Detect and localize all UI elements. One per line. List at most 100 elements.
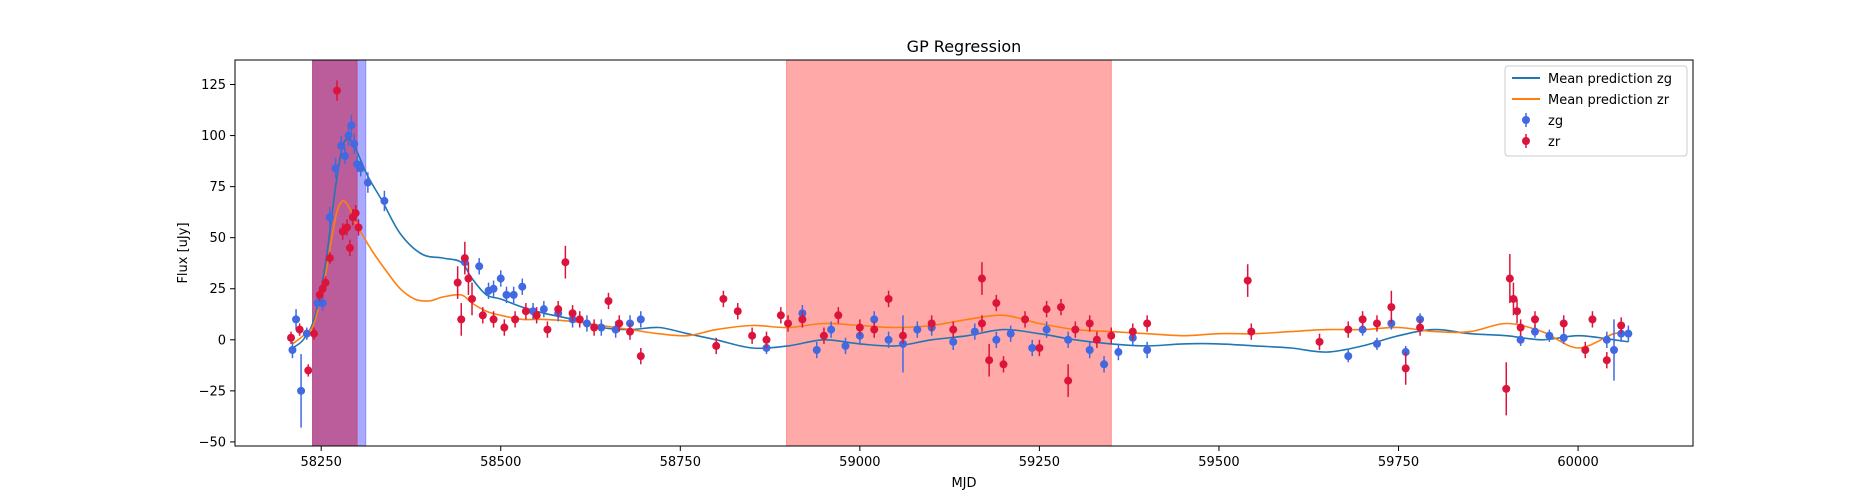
point-zg bbox=[318, 299, 327, 308]
point-zg bbox=[1028, 343, 1037, 352]
point-zg bbox=[1042, 325, 1051, 334]
point-zr bbox=[1505, 274, 1514, 283]
legend-entry-mean-zr: Mean prediction zr bbox=[1548, 93, 1670, 108]
point-zg bbox=[827, 325, 836, 334]
point-zg bbox=[340, 151, 349, 160]
point-zr bbox=[532, 311, 541, 320]
x-tick-label: 58500 bbox=[480, 455, 521, 470]
point-zg bbox=[1100, 360, 1109, 369]
point-zr bbox=[521, 307, 530, 316]
x-tick-label: 59000 bbox=[839, 455, 880, 470]
point-zg bbox=[1114, 348, 1123, 357]
x-tick-label: 60000 bbox=[1557, 455, 1598, 470]
point-zg bbox=[1006, 329, 1015, 338]
point-zr bbox=[318, 284, 327, 293]
point-zr bbox=[1128, 327, 1137, 336]
point-zr bbox=[590, 323, 599, 332]
point-zg bbox=[509, 290, 518, 299]
chart-title: GP Regression bbox=[907, 37, 1022, 56]
point-zr bbox=[543, 325, 552, 334]
point-zr bbox=[1071, 325, 1080, 334]
point-zr bbox=[1559, 319, 1568, 328]
point-zg bbox=[913, 325, 922, 334]
point-zr bbox=[468, 294, 477, 303]
point-zr bbox=[1035, 343, 1044, 352]
point-zr bbox=[321, 278, 330, 287]
point-zr bbox=[1315, 337, 1324, 346]
point-zr bbox=[1092, 335, 1101, 344]
point-zg bbox=[992, 335, 1001, 344]
point-zg bbox=[292, 315, 301, 324]
point-zg bbox=[1609, 346, 1618, 355]
y-axis-ticks: −50 −25 0 25 50 75 100 125 bbox=[199, 78, 235, 450]
point-zr bbox=[712, 341, 721, 350]
point-zg bbox=[970, 327, 979, 336]
series-points-zr bbox=[287, 80, 1626, 416]
point-zr bbox=[478, 311, 487, 320]
y-tick-label: 75 bbox=[209, 180, 226, 195]
point-zr bbox=[1372, 319, 1381, 328]
point-zg bbox=[380, 196, 389, 205]
point-zg bbox=[1559, 333, 1568, 342]
point-zg bbox=[1602, 335, 1611, 344]
y-tick-label: 25 bbox=[209, 282, 226, 297]
x-axis-label: MJD bbox=[951, 476, 976, 491]
point-zr bbox=[351, 209, 360, 218]
point-zg bbox=[518, 282, 527, 291]
point-zr bbox=[457, 315, 466, 324]
point-zr bbox=[287, 333, 296, 342]
legend-entry-zr: zr bbox=[1548, 135, 1561, 150]
point-zg bbox=[582, 319, 591, 328]
point-zr bbox=[985, 356, 994, 365]
point-zr bbox=[1617, 321, 1626, 330]
y-tick-label: 125 bbox=[201, 78, 226, 93]
point-zg bbox=[325, 213, 334, 222]
point-zr bbox=[1243, 276, 1252, 285]
point-zr bbox=[453, 278, 462, 287]
point-zg bbox=[347, 121, 356, 130]
plot-frame bbox=[234, 59, 1694, 447]
series-points bbox=[287, 80, 1633, 428]
point-zr bbox=[834, 311, 843, 320]
point-zg bbox=[611, 325, 620, 334]
x-tick-label: 59250 bbox=[1019, 455, 1060, 470]
y-tick-label: 50 bbox=[209, 231, 226, 246]
point-zr bbox=[615, 319, 624, 328]
point-zr bbox=[855, 323, 864, 332]
legend-entry-mean-zg: Mean prediction zg bbox=[1548, 72, 1672, 87]
point-zg bbox=[1545, 331, 1554, 340]
point-zg bbox=[636, 315, 645, 324]
point-zr bbox=[304, 366, 313, 375]
point-zg bbox=[1530, 327, 1539, 336]
point-zg bbox=[597, 323, 606, 332]
point-zr bbox=[1021, 315, 1030, 324]
point-zg bbox=[363, 178, 372, 187]
point-zr bbox=[568, 309, 577, 318]
point-zg bbox=[1064, 335, 1073, 344]
point-zg bbox=[344, 131, 353, 140]
point-zr bbox=[784, 319, 793, 328]
point-zg bbox=[337, 141, 346, 150]
point-zr bbox=[1107, 331, 1116, 340]
point-zr bbox=[325, 254, 334, 263]
point-zg bbox=[1085, 346, 1094, 355]
point-zr bbox=[1247, 327, 1256, 336]
point-zr bbox=[575, 315, 584, 324]
point-zr bbox=[604, 296, 613, 305]
x-tick-label: 59750 bbox=[1378, 455, 1419, 470]
point-zg bbox=[502, 290, 511, 299]
point-zr bbox=[1516, 323, 1525, 332]
point-zg bbox=[1358, 325, 1367, 334]
point-zg bbox=[841, 341, 850, 350]
point-zg bbox=[489, 284, 498, 293]
point-zg bbox=[812, 346, 821, 355]
point-zr bbox=[315, 290, 324, 299]
y-tick-label: 0 bbox=[218, 333, 226, 348]
point-zg bbox=[496, 274, 505, 283]
point-zr bbox=[992, 299, 1001, 308]
point-zr bbox=[798, 315, 807, 324]
point-zr bbox=[884, 294, 893, 303]
point-zg bbox=[1143, 346, 1152, 355]
x-tick-label: 59500 bbox=[1198, 455, 1239, 470]
